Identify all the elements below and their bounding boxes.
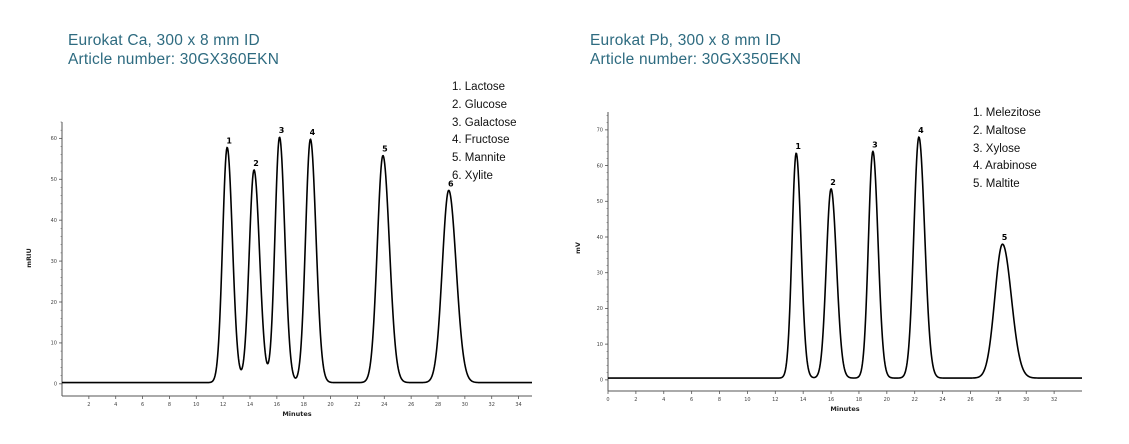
x-tick-label: 6 <box>141 402 144 408</box>
y-tick-label: 10 <box>597 342 603 348</box>
peak-label: 2 <box>253 159 259 168</box>
x-tick-label: 18 <box>856 397 862 403</box>
x-tick-label: 4 <box>662 397 665 403</box>
chart-legend: 1. Melezitose 2. Maltose 3. Xylose 4. Ar… <box>973 105 1041 194</box>
y-tick-label: 50 <box>51 177 57 183</box>
y-tick-label: 40 <box>51 218 57 224</box>
y-tick-label: 0 <box>600 378 603 384</box>
peak-label: 3 <box>872 140 878 149</box>
x-tick-label: 20 <box>884 397 890 403</box>
x-tick-label: 24 <box>939 397 945 403</box>
legend-item: 3. Galactose <box>452 116 517 129</box>
y-axis-title: mRIU <box>25 248 33 267</box>
chart-panel-eurokat-pb: Eurokat Pb, 300 x 8 mm ID Article number… <box>560 0 1129 444</box>
x-tick-label: 30 <box>1023 397 1029 403</box>
x-tick-label: 16 <box>828 397 834 403</box>
peak-label: 2 <box>830 178 836 187</box>
x-tick-label: 10 <box>193 402 199 408</box>
y-axis-title: mV <box>574 242 582 254</box>
chart-panel-eurokat-ca: Eurokat Ca, 300 x 8 mm ID Article number… <box>0 0 560 444</box>
x-tick-label: 28 <box>435 402 441 408</box>
x-tick-label: 24 <box>381 402 387 408</box>
x-tick-label: 32 <box>489 402 495 408</box>
x-tick-label: 6 <box>690 397 693 403</box>
article-number: Article number: 30GX350EKN <box>590 51 802 68</box>
legend-item: 1. Lactose <box>452 81 506 93</box>
article-number: Article number: 30GX360EKN <box>68 51 280 68</box>
x-tick-label: 30 <box>462 402 468 408</box>
x-tick-label: 14 <box>247 402 253 408</box>
y-tick-label: 30 <box>51 259 57 265</box>
x-tick-label: 8 <box>168 402 171 408</box>
x-tick-label: 22 <box>912 397 918 403</box>
peak-label: 6 <box>448 179 454 188</box>
y-tick-label: 60 <box>597 163 603 169</box>
peak-label: 1 <box>795 142 801 151</box>
peak-label: 3 <box>279 126 285 135</box>
y-tick-label: 50 <box>597 199 603 205</box>
x-tick-label: 18 <box>301 402 307 408</box>
chromatogram-trace <box>607 136 1083 379</box>
y-tick-label: 20 <box>597 306 603 312</box>
x-tick-label: 34 <box>515 402 521 408</box>
x-tick-label: 4 <box>114 402 117 408</box>
y-tick-label: 70 <box>597 128 603 134</box>
legend-item: 3. Xylose <box>973 142 1021 155</box>
legend-item: 5. Mannite <box>452 152 506 165</box>
x-tick-label: 22 <box>354 402 360 408</box>
legend-item: 6. Xylite <box>452 169 493 182</box>
x-tick-label: 26 <box>967 397 973 403</box>
y-tick-label: 40 <box>597 235 603 241</box>
y-tick-label: 20 <box>51 300 57 306</box>
legend-item: 1. Melezitose <box>973 107 1041 119</box>
chromatogram-trace <box>61 136 533 384</box>
legend-item: 4. Fructose <box>452 134 510 147</box>
chart-title: Eurokat Ca, 300 x 8 mm ID <box>68 32 260 49</box>
chart-title-block: Eurokat Ca, 300 x 8 mm ID Article number… <box>68 31 279 69</box>
legend-item: 2. Maltose <box>973 124 1027 137</box>
x-tick-label: 2 <box>634 397 637 403</box>
x-tick-label: 28 <box>995 397 1001 403</box>
peak-label: 4 <box>310 128 316 137</box>
x-tick-label: 10 <box>744 397 750 403</box>
peak-label: 5 <box>1002 233 1008 242</box>
x-tick-label: 20 <box>327 402 333 408</box>
x-axis-title: Minutes <box>282 410 311 418</box>
peak-label: 4 <box>918 126 924 135</box>
x-tick-label: 8 <box>718 397 721 403</box>
y-tick-label: 30 <box>597 271 603 277</box>
x-axis-title: Minutes <box>830 405 859 413</box>
y-tick-label: 0 <box>54 382 57 388</box>
chart-title-block: Eurokat Pb, 300 x 8 mm ID Article number… <box>590 31 801 69</box>
legend-item: 5. Maltite <box>973 178 1020 191</box>
x-tick-label: 12 <box>220 402 226 408</box>
peak-label: 5 <box>382 145 388 154</box>
peak-label: 1 <box>226 136 232 145</box>
x-tick-label: 26 <box>408 402 414 408</box>
y-tick-label: 10 <box>51 341 57 347</box>
x-tick-label: 16 <box>274 402 280 408</box>
x-tick-label: 14 <box>800 397 806 403</box>
legend-item: 2. Glucose <box>452 98 507 111</box>
x-tick-label: 0 <box>606 397 609 403</box>
y-tick-label: 60 <box>51 136 57 142</box>
chart-title: Eurokat Pb, 300 x 8 mm ID <box>590 32 782 49</box>
x-tick-label: 32 <box>1051 397 1057 403</box>
chart-legend: 1. Lactose 2. Glucose 3. Galactose 4. Fr… <box>452 79 517 186</box>
legend-item: 4. Arabinose <box>973 160 1037 173</box>
x-tick-label: 12 <box>772 397 778 403</box>
x-tick-label: 2 <box>87 402 90 408</box>
